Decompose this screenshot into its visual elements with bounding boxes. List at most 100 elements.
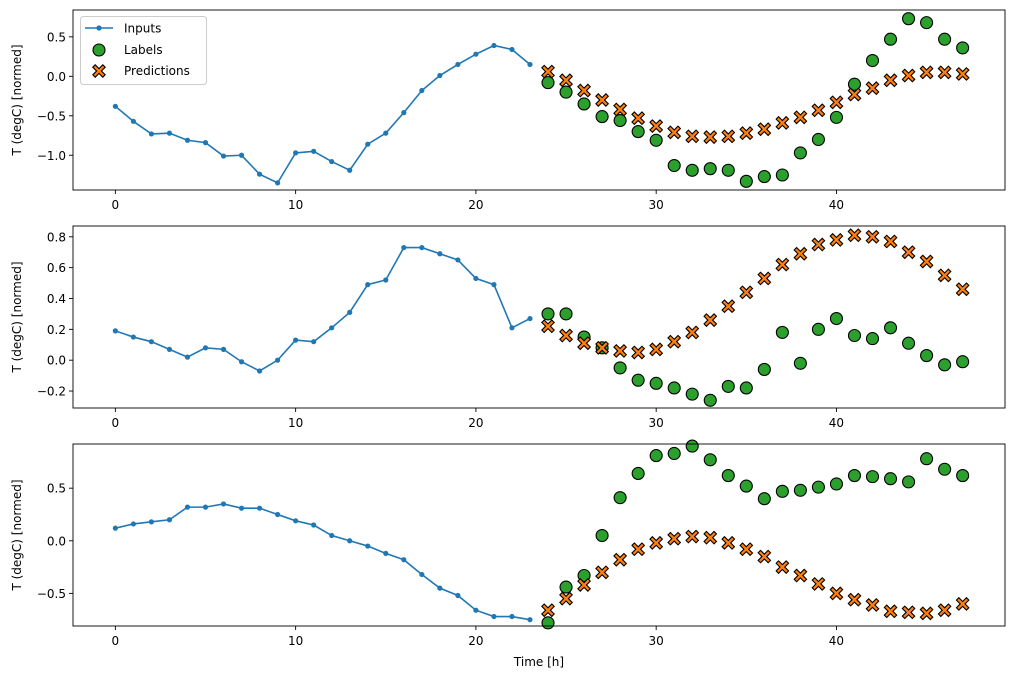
prediction-point [613, 102, 628, 117]
label-point [902, 475, 916, 489]
prediction-point [541, 319, 555, 334]
label-point [956, 41, 970, 55]
x-tick-label: 20 [468, 198, 483, 212]
y-tick-label: 0.2 [47, 323, 66, 337]
prediction-point [721, 299, 736, 314]
inputs-point [256, 368, 263, 374]
y-tick-label: 0.6 [47, 261, 66, 275]
prediction-point [541, 64, 555, 79]
y-tick-label: −0.2 [37, 385, 66, 399]
prediction-point [631, 111, 646, 126]
y-tick-label: 0.5 [47, 482, 66, 496]
prediction-point [649, 342, 664, 357]
inputs-point [293, 518, 299, 524]
label-point [739, 174, 753, 188]
prediction-point [865, 597, 880, 612]
label-point [613, 113, 627, 128]
prediction-point [829, 586, 844, 601]
prediction-point [739, 542, 754, 557]
inputs-point [184, 504, 191, 510]
inputs-point [437, 585, 443, 591]
label-point [649, 376, 663, 390]
prediction-point [865, 81, 880, 96]
inputs-point [148, 519, 155, 525]
y-tick-label: 0.5 [47, 30, 66, 44]
label-point [667, 446, 681, 461]
x-tick-label: 30 [649, 416, 664, 430]
y-tick-label: 0.8 [47, 230, 66, 244]
prediction-point [721, 129, 736, 144]
x-tick-label: 30 [649, 634, 664, 648]
y-tick-label: 0.0 [47, 354, 66, 368]
prediction-point [595, 93, 610, 107]
prediction-point [559, 591, 574, 606]
label-point [920, 349, 934, 363]
inputs-point [148, 131, 155, 137]
inputs-point [238, 505, 245, 511]
inputs-point [256, 505, 263, 511]
label-point [938, 462, 952, 476]
inputs-point [130, 118, 136, 124]
label-point [541, 307, 555, 321]
x-tick-label: 40 [829, 198, 844, 212]
inputs-point [329, 325, 335, 331]
legend-inputs-marker [96, 25, 102, 31]
prediction-point [829, 232, 844, 247]
inputs-point [238, 152, 245, 158]
inputs-point [455, 592, 461, 599]
label-point [902, 336, 916, 350]
label-point [865, 53, 880, 68]
prediction-point [829, 95, 844, 110]
x-tick-label: 20 [468, 634, 483, 648]
inputs-point [509, 46, 515, 53]
prediction-point [667, 531, 682, 546]
inputs-point [184, 137, 191, 143]
inputs-point [166, 517, 173, 523]
prediction-point [955, 596, 970, 611]
label-point [613, 361, 627, 375]
label-point [577, 97, 591, 111]
inputs-point [419, 571, 425, 578]
inputs-point [112, 103, 118, 109]
inputs-point [202, 140, 209, 146]
label-point [956, 469, 970, 483]
y-tick-label: −0.5 [37, 587, 66, 601]
prediction-point [703, 313, 718, 328]
x-tick-label: 40 [829, 634, 844, 648]
prediction-point [901, 605, 916, 620]
y-tick-label: 0.4 [47, 292, 66, 306]
prediction-point [613, 552, 628, 567]
inputs-point [491, 613, 497, 620]
prediction-point [865, 229, 880, 244]
inputs-point [473, 275, 479, 282]
x-tick-label: 0 [112, 634, 120, 648]
axes-frame [72, 443, 1006, 627]
label-point [847, 77, 862, 91]
label-point [595, 110, 609, 124]
prediction-point [667, 334, 682, 349]
prediction-point [757, 271, 772, 286]
prediction-point [775, 257, 790, 272]
legend-label-labels: Labels [124, 43, 163, 57]
inputs-point [401, 244, 407, 251]
inputs-point [311, 522, 317, 528]
prediction-point [955, 66, 970, 81]
label-point [595, 528, 609, 543]
label-point [811, 132, 825, 147]
label-point [613, 491, 627, 505]
inputs-point [455, 257, 461, 263]
prediction-point [559, 73, 574, 88]
inputs-series-line [115, 246, 531, 372]
x-tick-label: 30 [649, 198, 664, 212]
x-tick-label: 10 [288, 416, 303, 430]
prediction-point [757, 122, 772, 137]
x-tick-label: 0 [112, 198, 120, 212]
prediction-point [631, 345, 646, 360]
prediction-point [955, 282, 970, 297]
prediction-point [685, 129, 700, 144]
label-point [631, 466, 645, 481]
prediction-point [649, 535, 664, 550]
inputs-point [220, 346, 227, 352]
prediction-point [901, 245, 916, 260]
label-point [559, 85, 573, 99]
